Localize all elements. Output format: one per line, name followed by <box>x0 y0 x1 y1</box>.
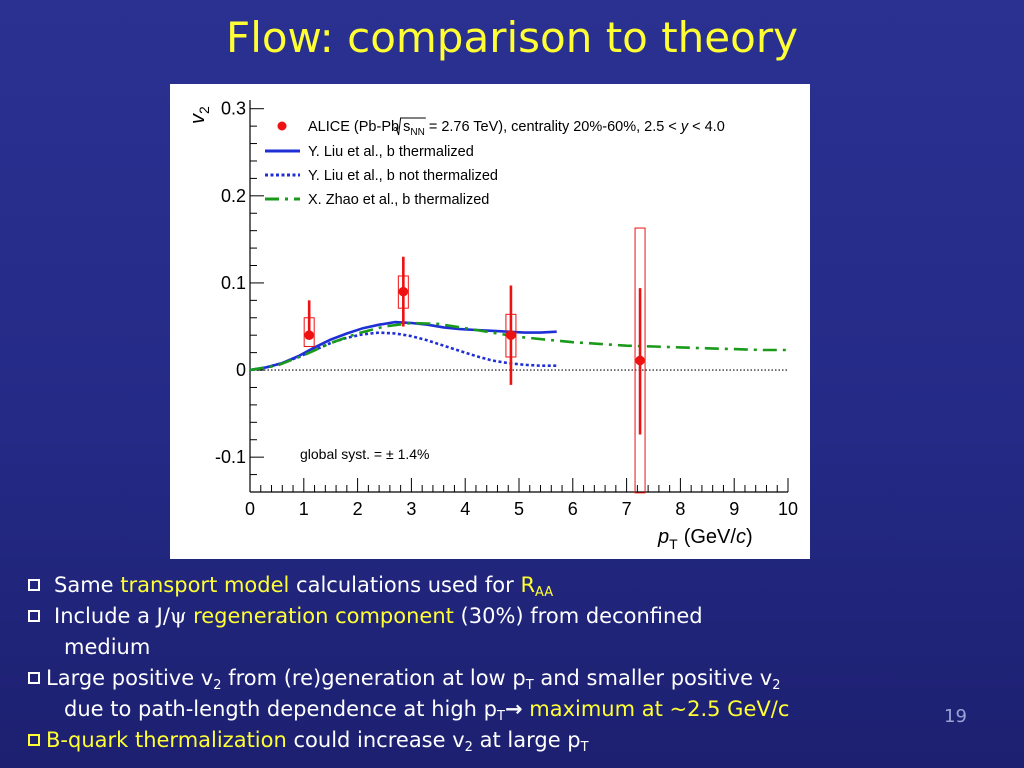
x-tick-label: 2 <box>353 499 363 519</box>
legend-alice-marker <box>277 121 287 131</box>
x-axis-title: pT (GeV/c) <box>657 526 753 552</box>
data-point <box>635 355 645 366</box>
y-tick-label: 0 <box>236 360 246 380</box>
x-tick-label: 4 <box>460 499 470 519</box>
page-number: 19 <box>944 706 967 727</box>
bullet-1: Same transport model calculations used f… <box>28 570 1018 601</box>
data-point <box>304 330 314 340</box>
bullet-box-icon <box>28 579 40 591</box>
data-point <box>506 330 516 340</box>
x-tick-label: 7 <box>622 499 632 519</box>
arrow-right-icon: → <box>504 697 523 721</box>
bullet-box-icon <box>28 610 40 622</box>
bullet-4: B-quark thermalization could increase v2… <box>28 725 1018 756</box>
data-point <box>398 286 409 297</box>
y-tick-label: 0.3 <box>221 99 246 119</box>
legend-sqrt-sign <box>393 117 426 136</box>
y-tick-label: 0.2 <box>221 186 246 206</box>
legend-alice-label: ALICE (Pb-Pb sNN = 2.76 TeV), centrality… <box>308 119 725 138</box>
x-tick-label: 3 <box>406 499 416 519</box>
x-tick-label: 0 <box>245 499 255 519</box>
x-tick-label: 6 <box>568 499 578 519</box>
x-tick-label: 10 <box>778 499 798 519</box>
y-tick-label: -0.1 <box>215 447 246 467</box>
systematic-box <box>634 227 646 494</box>
legend-liu-therm-label: Y. Liu et al., b thermalized <box>308 144 474 160</box>
x-tick-label: 1 <box>299 499 309 519</box>
x-tick-label: 5 <box>514 499 524 519</box>
slide-title: Flow: comparison to theory <box>226 13 798 62</box>
global-syst-annotation: global syst. = ± 1.4% <box>300 446 429 462</box>
plot-panel: 0 1 2 3 4 5 6 7 8 9 10 -0.1 0 0.1 0.2 0.3 ALICE (Pb-Pb … <box>170 84 810 559</box>
v2-vs-pt-chart: 0 1 2 3 4 5 6 7 8 9 10 -0.1 0 0.1 0.2 0.3 ALICE (Pb-Pb … <box>187 99 798 552</box>
bullet-3: Large positive v2 from (re)generation at… <box>28 663 1018 694</box>
bullet-box-icon <box>28 734 40 746</box>
y-tick-label: 0.1 <box>221 273 246 293</box>
bullet-box-icon <box>28 672 40 684</box>
bullet-list: Same transport model calculations used f… <box>28 570 1018 756</box>
bullet-2-cont: medium <box>64 635 151 659</box>
legend-zhao-label: X. Zhao et al., b thermalized <box>308 192 489 208</box>
curve-liu-notherm <box>249 331 557 372</box>
legend-liu-notherm-label: Y. Liu et al., b not thermalized <box>308 168 498 184</box>
curve-zhao <box>249 321 788 372</box>
bullet-3-cont: due to path-length dependence at high pT… <box>64 697 790 724</box>
x-tick-label: 9 <box>729 499 739 519</box>
y-axis-title: v2 <box>187 106 212 124</box>
legend: ALICE (Pb-Pb sNN = 2.76 TeV), centrality… <box>265 117 725 208</box>
x-tick-label: 8 <box>675 499 685 519</box>
bullet-2: Include a J/ψ regeneration component (30… <box>28 601 1018 632</box>
